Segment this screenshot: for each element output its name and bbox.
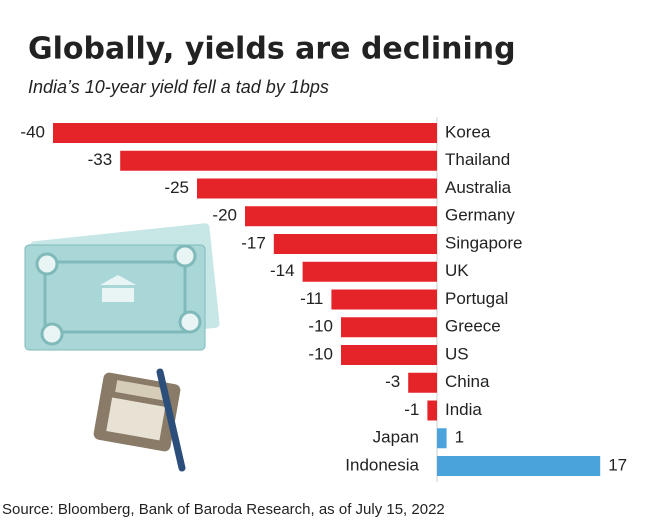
bar: [341, 345, 437, 365]
chart-subtitle: India’s 10-year yield fell a tad by 1bps: [28, 77, 329, 97]
category-label: Singapore: [445, 233, 523, 252]
bar: [197, 178, 437, 199]
banknote-corner: [173, 244, 197, 268]
bar: [331, 289, 437, 310]
bar: [427, 400, 437, 421]
calculator-keys: [106, 397, 166, 441]
category-label: Greece: [445, 317, 501, 336]
value-label: -33: [88, 150, 113, 169]
value-label: -20: [212, 206, 237, 225]
pen: [156, 368, 186, 472]
banknote-border: [43, 260, 187, 334]
category-label: Portugal: [445, 289, 508, 308]
bar: [120, 150, 437, 171]
banknote-corner: [178, 310, 202, 334]
illustration: [24, 223, 220, 472]
bar: [273, 234, 437, 254]
bar: [53, 123, 437, 143]
source-note: Source: Bloomberg, Bank of Baroda Resear…: [2, 501, 445, 518]
bar: [245, 206, 437, 227]
bar: [408, 372, 437, 393]
category-label: Germany: [445, 206, 515, 225]
banknote-corner: [40, 322, 64, 346]
value-label: -1: [404, 400, 419, 419]
value-label: -40: [20, 122, 45, 141]
bar: [341, 317, 437, 338]
value-label: -14: [270, 261, 295, 280]
bar: [302, 261, 437, 282]
value-label: 1: [455, 428, 464, 447]
value-label: -17: [241, 233, 266, 252]
value-label: -25: [164, 178, 189, 197]
category-label: UK: [445, 261, 469, 280]
bar: [437, 456, 601, 476]
value-label: -11: [300, 289, 323, 308]
value-label: -3: [385, 372, 400, 391]
category-label: US: [445, 344, 469, 363]
category-label: Thailand: [445, 150, 510, 169]
chart-title: Globally, yields are declining: [28, 32, 516, 67]
calculator-screen: [115, 380, 167, 401]
category-label: Australia: [445, 178, 512, 197]
category-label: Korea: [445, 122, 491, 141]
category-label: China: [445, 372, 490, 391]
category-label: India: [445, 400, 482, 419]
value-label: -10: [308, 317, 333, 336]
category-label: Indonesia: [345, 455, 419, 474]
value-label: 17: [608, 455, 627, 474]
banknote-corner: [35, 252, 59, 276]
value-label: -10: [308, 344, 333, 363]
category-label: Japan: [373, 428, 419, 447]
bank-icon: [100, 275, 136, 302]
bar: [437, 428, 447, 449]
